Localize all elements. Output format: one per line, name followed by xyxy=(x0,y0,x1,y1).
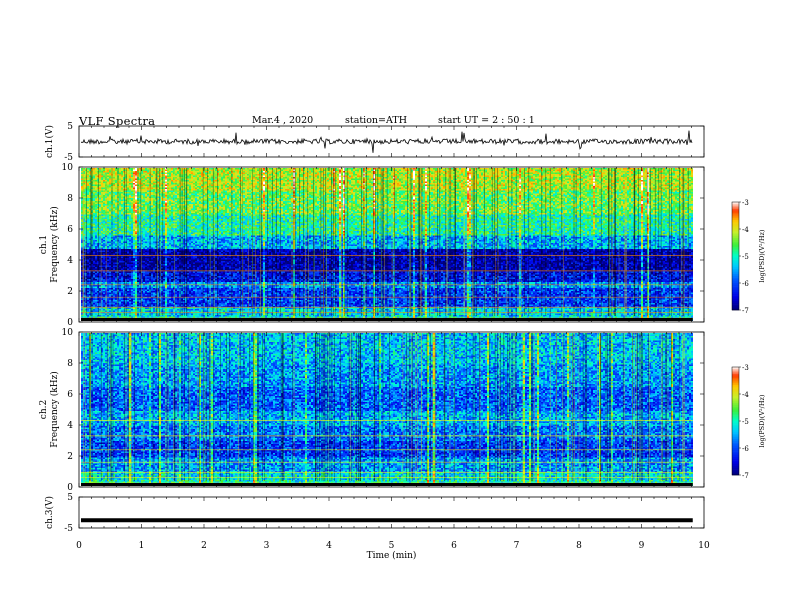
ytick-label: 4 xyxy=(67,256,73,266)
ch1-waveform-ylabel: ch.1(V) xyxy=(44,125,55,158)
xtick-label: 7 xyxy=(514,541,520,551)
colorbar-tick-label: -3 xyxy=(742,364,749,372)
ch3-waveform-ylabel: ch.3(V) xyxy=(44,496,55,529)
ytick-label: -5 xyxy=(64,153,73,163)
xtick-label: 9 xyxy=(639,541,645,551)
ytick-label: 2 xyxy=(67,452,73,462)
ch1-spectrogram-ylabel-frequency: Frequency (kHz) xyxy=(49,206,60,283)
colorbar-tick-label: -7 xyxy=(742,307,749,315)
ytick-label: 10 xyxy=(62,163,74,173)
ch3-waveform-frame xyxy=(79,497,704,528)
ch1-spectrogram-baseline-strip xyxy=(81,318,693,321)
ytick-label: 10 xyxy=(62,328,74,338)
ch2-spectrogram-image xyxy=(81,333,693,486)
ch2-spectrogram-ylabel-frequency: Frequency (kHz) xyxy=(49,371,60,448)
xtick-label: 2 xyxy=(201,541,207,551)
xtick-label: 8 xyxy=(576,541,582,551)
ytick-label: 0 xyxy=(67,318,73,328)
ytick-label: 8 xyxy=(67,194,73,204)
x-tick-labels: 0 1 2 3 4 5 6 7 8 9 10 xyxy=(76,541,710,551)
colorbar-tick-label: -4 xyxy=(742,391,749,399)
ch1-spectrogram-colorbar: -3 -4 -5 -6 -7 log(PSD)(V²/Hz) xyxy=(732,199,766,315)
ch2-spectrogram-colorbar-label: log(PSD)(V²/Hz) xyxy=(758,394,766,447)
ch1-spectrogram-ylabel-channel: ch.1 xyxy=(39,235,49,254)
ytick-label: 8 xyxy=(67,359,73,369)
ytick-label: 4 xyxy=(67,421,73,431)
xtick-label: 3 xyxy=(264,541,270,551)
colorbar-tick-label: -7 xyxy=(742,472,749,480)
ytick-label: 2 xyxy=(67,287,73,297)
ch1-spectrogram-colorbar-label: log(PSD)(V²/Hz) xyxy=(758,229,766,282)
xtick-label: 4 xyxy=(326,541,332,551)
xtick-label: 10 xyxy=(698,541,710,551)
ytick-label: 5 xyxy=(67,493,73,503)
ytick-label: 6 xyxy=(67,390,73,400)
xtick-label: 5 xyxy=(389,541,395,551)
ch1-waveform-trace xyxy=(81,131,692,153)
ch2-spectrogram-baseline-strip xyxy=(81,483,693,486)
ch2-spectrogram-ylabel-channel: ch.2 xyxy=(39,400,49,419)
ch2-spectrogram-colorbar: -3 -4 -5 -6 -7 log(PSD)(V²/Hz) xyxy=(732,364,766,480)
x-axis-label: Time (min) xyxy=(367,550,417,561)
xtick-label: 1 xyxy=(139,541,145,551)
colorbar-tick-label: -3 xyxy=(742,199,749,207)
ytick-label: -5 xyxy=(64,524,73,534)
ch3-waveform-frame-xticks xyxy=(79,497,704,528)
colorbar-tick-label: -5 xyxy=(742,418,749,426)
ytick-label: 6 xyxy=(67,225,73,235)
ytick-label: 5 xyxy=(67,122,73,132)
colorbar-tick-label: -6 xyxy=(742,445,749,453)
colorbar-tick-label: -4 xyxy=(742,226,749,234)
ytick-label: 0 xyxy=(67,483,73,493)
xtick-label: 6 xyxy=(451,541,457,551)
colorbar-tick-label: -6 xyxy=(742,280,749,288)
xtick-label: 0 xyxy=(76,541,82,551)
colorbar-tick-label: -5 xyxy=(742,253,749,261)
